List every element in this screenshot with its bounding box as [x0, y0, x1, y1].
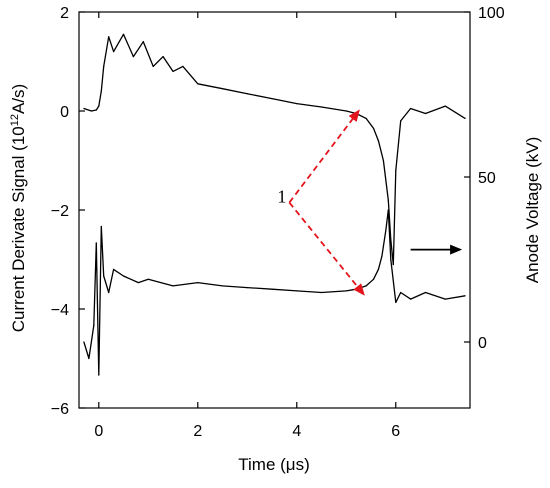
current-derivative-point: [197, 83, 199, 85]
current-derivative-point: [382, 159, 384, 162]
current-derivative-point: [122, 33, 125, 35]
current-derivative-point: [103, 65, 105, 67]
anode-voltage-point: [381, 255, 383, 257]
anode-voltage-point: [424, 291, 427, 294]
anode-voltage-point: [387, 209, 389, 211]
y-right-tick-label: 0: [478, 335, 487, 352]
current-derivative-point: [424, 112, 427, 115]
anode-voltage-point: [444, 298, 446, 300]
anode-voltage-point: [395, 301, 397, 303]
anode-voltage-point: [88, 357, 90, 360]
anode-voltage-point: [93, 324, 95, 327]
anode-voltage-point: [103, 275, 105, 277]
anode-voltage-point: [296, 290, 298, 292]
current-derivative-point: [98, 105, 100, 107]
current-derivative-point: [372, 127, 375, 129]
anode-voltage-point: [221, 285, 224, 287]
anode-voltage-point: [108, 291, 110, 294]
red-dashed-arrow: [288, 202, 365, 296]
y-right-tick-label: 100: [478, 5, 505, 22]
current-derivative-point: [83, 107, 85, 110]
current-derivative-point: [100, 90, 102, 92]
red-dashed-arrow: [288, 109, 360, 204]
y-right-tick-label: 50: [478, 170, 496, 187]
current-derivative-point: [395, 169, 397, 171]
current-derivative-point: [365, 117, 367, 119]
y-left-tick-label: 2: [60, 5, 69, 22]
anode-voltage-point: [113, 268, 115, 270]
anode-voltage-point: [377, 268, 379, 270]
anode-voltage-point: [372, 278, 375, 280]
y-left-tick-label: −4: [51, 302, 69, 319]
anode-voltage-point: [390, 258, 392, 261]
current-derivative-point: [152, 65, 154, 67]
anode-voltage-point: [385, 229, 387, 231]
current-derivative-point: [296, 103, 298, 105]
current-derivative-point: [320, 106, 323, 108]
current-derivative-point: [221, 88, 224, 90]
anode-voltage-point: [100, 225, 102, 228]
anode-voltage-point: [98, 374, 100, 376]
anode-voltage-point: [320, 291, 323, 294]
series-anode-voltage-line: [83, 209, 466, 376]
current-derivative-point: [390, 239, 392, 241]
anode-voltage-point: [365, 285, 367, 287]
y-axis-left-title: Current Derivate Signal (1012A/s): [9, 84, 28, 332]
current-derivative-point: [444, 105, 446, 107]
current-derivative-point: [113, 51, 115, 53]
current-derivative-point: [182, 65, 184, 67]
anode-voltage-point: [122, 275, 125, 277]
y-axis-left-title-main: Current Derivate Signal (10: [9, 126, 28, 332]
current-derivative-point: [410, 107, 412, 110]
current-derivative-point: [387, 199, 389, 201]
anode-voltage-point: [95, 242, 97, 244]
y-left-tick-label: −2: [51, 203, 69, 220]
anode-voltage-point: [271, 288, 273, 290]
current-derivative-point: [400, 120, 402, 122]
current-derivative-point: [172, 70, 174, 72]
current-derivative-point: [246, 93, 248, 95]
axis-tick-labels: 0 2 4 6 −6 −4 −2 0 2 0 50 100: [51, 5, 505, 440]
current-derivative-point: [95, 109, 97, 111]
current-derivative-point: [108, 36, 110, 38]
current-derivative-point: [464, 117, 466, 119]
current-derivative-point: [142, 41, 144, 43]
y-axis-right-title: Anode Voltage (kV): [523, 137, 542, 283]
anode-voltage-point: [197, 282, 199, 284]
x-tick-label: 4: [292, 423, 301, 440]
x-tick-label: 2: [193, 423, 202, 440]
axis-ticks: [79, 11, 470, 409]
anode-voltage-point: [137, 282, 139, 284]
y-axis-left-title-exponent: 12: [9, 114, 21, 126]
current-derivative-point: [392, 263, 394, 266]
anode-voltage-point: [410, 298, 412, 300]
current-derivative-point: [345, 110, 347, 112]
anode-voltage-point: [400, 291, 402, 294]
x-tick-label: 6: [391, 423, 400, 440]
annotations: 1: [277, 109, 463, 296]
current-derivative-point: [132, 56, 134, 58]
anode-voltage-point: [464, 295, 466, 297]
y-left-tick-label: 0: [60, 104, 69, 121]
x-axis-title: Time (μs): [238, 455, 310, 474]
current-derivative-point: [377, 140, 379, 142]
anode-voltage-point: [246, 287, 248, 289]
anode-voltage-point: [147, 278, 149, 280]
plot-area: [83, 33, 466, 376]
anode-voltage-point: [172, 285, 174, 287]
y-axis-left-title-unit: A/s): [9, 84, 28, 114]
current-derivative-point: [90, 110, 92, 112]
annotation-label-1: 1: [277, 187, 286, 207]
current-derivative-point: [271, 98, 273, 100]
anode-voltage-point: [355, 288, 357, 290]
y-left-tick-label: −6: [51, 401, 69, 418]
x-tick-label: 0: [94, 423, 103, 440]
current-derivative-point: [162, 56, 164, 58]
plot-frame: [78, 11, 471, 409]
series-current-derivative-line: [83, 33, 466, 266]
anode-voltage-point: [345, 290, 347, 292]
anode-voltage-point: [83, 341, 85, 343]
